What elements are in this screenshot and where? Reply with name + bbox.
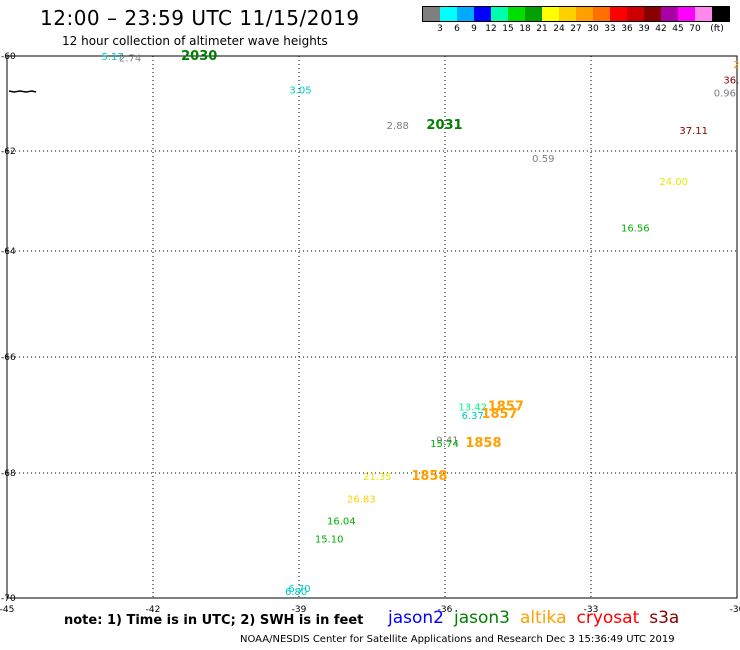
wave-height-label: 9.41: [436, 435, 458, 446]
legend-swatch: [576, 7, 593, 21]
satellite-altika: altika: [520, 608, 567, 628]
wave-height-label: 6.70: [288, 584, 310, 595]
legend-swatch: [491, 7, 508, 21]
wave-height-label: 3.05: [289, 85, 311, 96]
wave-height-label: 36.5: [723, 75, 740, 86]
island-coastline: [8, 90, 37, 93]
satellite-cryosat: cryosat: [576, 608, 640, 628]
legend-swatch: [508, 7, 525, 21]
pass-time-label: 1857: [488, 399, 524, 414]
legend-swatch: [610, 7, 627, 21]
pass-time-label: 1858: [465, 436, 501, 451]
legend-tick-label: 45: [672, 24, 684, 34]
y-tick-label: -60: [1, 52, 16, 62]
y-tick-label: -70: [1, 594, 16, 604]
satellite-legend: jason2 jason3 altika cryosat s3a: [388, 608, 679, 628]
pass-time-label: 1857: [481, 407, 517, 422]
wave-height-label: 13.42: [458, 402, 487, 413]
legend-swatch: [474, 7, 491, 21]
legend-swatch: [542, 7, 559, 21]
x-tick-label: -33: [584, 605, 599, 615]
wave-height-label: 15.74: [430, 439, 459, 450]
legend-swatch: [440, 7, 457, 21]
legend-swatch: [423, 7, 440, 21]
legend-ticks: 3 6 9 12 15 18 21 24 27 30 33 36 39 42 45 70 (ft): [422, 22, 730, 36]
y-tick-label: -68: [1, 469, 16, 479]
legend-tick-label: 30: [587, 24, 599, 34]
legend-tick-label: 36: [621, 24, 633, 34]
wave-height-label: 2.88: [387, 121, 409, 132]
x-tick-label: -30: [730, 605, 740, 615]
pass-time-label: 1858: [411, 469, 447, 484]
footer-credit: NOAA/NESDIS Center for Satellite Applica…: [240, 634, 675, 645]
satellite-s3a: s3a: [649, 608, 680, 628]
legend-tick-label: 39: [638, 24, 650, 34]
legend-tick-label: 6: [454, 24, 460, 34]
page-subtitle: 12 hour collection of altimeter wave hei…: [62, 34, 328, 48]
wave-height-label: 0.96: [714, 89, 736, 100]
legend-tick-label: 27: [570, 24, 582, 34]
legend-tick-label: 33: [604, 24, 616, 34]
x-tick-label: -45: [0, 605, 14, 615]
wave-height-label: 6.37: [462, 411, 484, 422]
wave-height-label: 16.04: [327, 517, 356, 528]
legend-unit: (ft): [710, 24, 724, 34]
y-tick-label: -66: [1, 353, 16, 363]
wave-height-label: 15.10: [315, 535, 344, 546]
legend-swatch: [627, 7, 644, 21]
page-title: 12:00 – 23:59 UTC 11/15/2019: [40, 6, 360, 30]
satellite-jason2: jason2: [388, 608, 444, 628]
wave-height-label: 2.74: [119, 53, 141, 64]
legend-swatch: [661, 7, 678, 21]
wave-height-label: 26.83: [347, 495, 376, 506]
legend-swatch: [644, 7, 661, 21]
legend-tick-label: 24: [553, 24, 565, 34]
x-tick-label: -42: [146, 605, 161, 615]
legend-tick-label: 21: [536, 24, 548, 34]
legend-swatch: [593, 7, 610, 21]
legend-swatch: [457, 7, 474, 21]
legend-swatches: [422, 6, 730, 22]
map-frame: [6, 55, 738, 599]
wave-height-label: 5.17: [101, 52, 123, 63]
legend-swatch: [559, 7, 576, 21]
wave-labels: 5.172.74 2030 3.05 2.88 2031 0.59 24.00 16.56 28…: [101, 49, 740, 598]
legend-swatch: [525, 7, 542, 21]
legend-swatch: [678, 7, 695, 21]
satellite-jason3: jason3: [454, 608, 510, 628]
pass-time-label: 2031: [426, 118, 462, 133]
x-tick-label: -39: [292, 605, 307, 615]
x-tick-label: -36: [438, 605, 453, 615]
legend-tick-label: 70: [689, 24, 701, 34]
legend-swatch: [695, 7, 712, 21]
wave-height-label: 16.56: [621, 224, 650, 235]
legend-tick-label: 15: [502, 24, 514, 34]
legend-swatch: [712, 7, 729, 21]
legend-tick-label: 12: [485, 24, 497, 34]
legend-tick-label: 3: [437, 24, 443, 34]
y-tick-label: -62: [1, 147, 16, 157]
pass-time-label: 2030: [181, 49, 217, 64]
legend-tick-label: 9: [471, 24, 477, 34]
color-legend: 3 6 9 12 15 18 21 24 27 30 33 36 39 42 45 70 (ft): [422, 6, 730, 36]
wave-height-label: 0.59: [532, 154, 554, 165]
y-tick-label: -64: [1, 247, 16, 257]
wave-height-label: 6.80: [285, 587, 307, 598]
legend-tick-label: 42: [655, 24, 667, 34]
legend-tick-label: 18: [519, 24, 531, 34]
wave-height-label: 24.00: [659, 177, 688, 188]
wave-height-label: 21.35: [363, 472, 392, 483]
note-text: note: 1) Time is in UTC; 2) SWH is in fe…: [64, 613, 364, 628]
wave-height-label: 37.11: [679, 126, 708, 137]
wave-height-label: 28: [733, 60, 740, 71]
